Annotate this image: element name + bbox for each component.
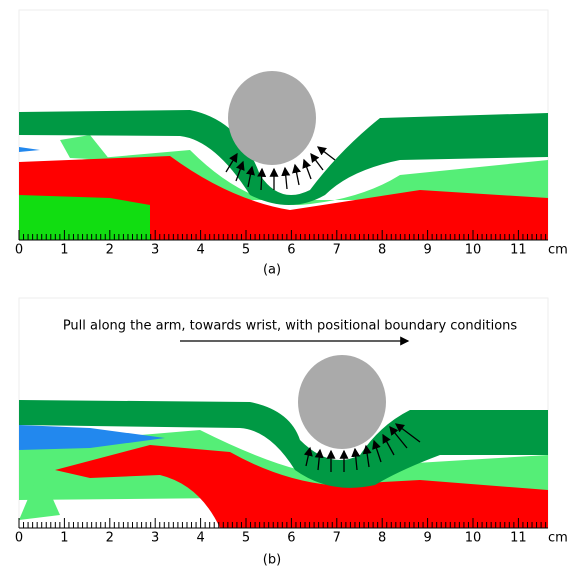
ruler-label: 8: [378, 243, 386, 258]
ruler-label: 11: [510, 531, 527, 546]
ruler-label: 2: [106, 243, 114, 258]
caption: Pull along the arm, towards wrist, with …: [63, 319, 518, 334]
ruler-label: 7: [333, 243, 341, 258]
panel-label: (b): [263, 553, 281, 568]
ruler-label: 1: [60, 243, 68, 258]
ruler-label: 11: [510, 243, 527, 258]
ruler-label: 4: [196, 243, 204, 258]
panel-label: (a): [263, 263, 281, 278]
panel-a: (a) 0 1 2 3 4 5 6 7 8 9 10 11 cm: [15, 9, 568, 278]
panel-b: Pull along the arm, towards wrist, with …: [15, 297, 568, 568]
ruler-label: 3: [151, 243, 159, 258]
ruler-label: 9: [423, 531, 431, 546]
ruler-label: 7: [333, 531, 341, 546]
ruler-unit: cm: [548, 243, 568, 258]
ruler-label: 2: [106, 531, 114, 546]
ruler-label: 0: [15, 531, 23, 546]
ruler-label: 10: [465, 531, 482, 546]
ruler-label: 3: [151, 531, 159, 546]
ruler-label: 4: [196, 531, 204, 546]
ruler-label: 6: [287, 531, 295, 546]
ruler-label: 6: [287, 243, 295, 258]
ruler-unit: cm: [548, 531, 568, 546]
ruler-label: 9: [423, 243, 431, 258]
ruler-label: 5: [242, 531, 250, 546]
ruler-label: 0: [15, 243, 23, 258]
ruler-label: 8: [378, 531, 386, 546]
ruler-label: 5: [242, 243, 250, 258]
ruler-label: 10: [465, 243, 482, 258]
ruler-label: 1: [60, 531, 68, 546]
